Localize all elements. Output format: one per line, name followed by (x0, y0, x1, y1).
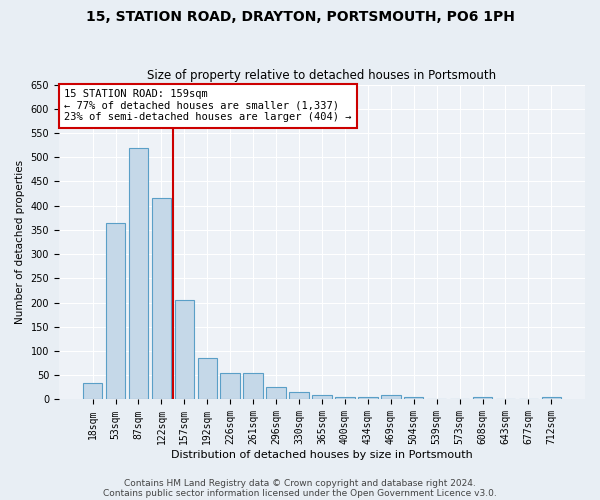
Bar (128, 148, 148, 400)
Bar (244, 373, 263, 400)
Bar (266, 388, 286, 400)
Bar (473, 397, 492, 400)
Bar (542, 397, 561, 400)
Bar (106, 222, 125, 400)
Bar (335, 397, 355, 400)
Bar (220, 373, 240, 400)
Text: 15 STATION ROAD: 159sqm
← 77% of detached houses are smaller (1,337)
23% of semi: 15 STATION ROAD: 159sqm ← 77% of detache… (64, 90, 352, 122)
Text: Contains public sector information licensed under the Open Government Licence v3: Contains public sector information licen… (103, 488, 497, 498)
Bar (404, 397, 424, 400)
Bar (312, 394, 332, 400)
Bar (358, 397, 377, 400)
Bar (381, 394, 401, 400)
Bar (175, 300, 194, 400)
Bar (289, 392, 309, 400)
Text: 15, STATION ROAD, DRAYTON, PORTSMOUTH, PO6 1PH: 15, STATION ROAD, DRAYTON, PORTSMOUTH, P… (86, 10, 514, 24)
Title: Size of property relative to detached houses in Portsmouth: Size of property relative to detached ho… (148, 69, 497, 82)
Y-axis label: Number of detached properties: Number of detached properties (15, 160, 25, 324)
Text: Contains HM Land Registry data © Crown copyright and database right 2024.: Contains HM Land Registry data © Crown c… (124, 478, 476, 488)
X-axis label: Distribution of detached houses by size in Portsmouth: Distribution of detached houses by size … (171, 450, 473, 460)
Bar (152, 198, 171, 400)
Bar (197, 358, 217, 400)
Bar (83, 382, 103, 400)
